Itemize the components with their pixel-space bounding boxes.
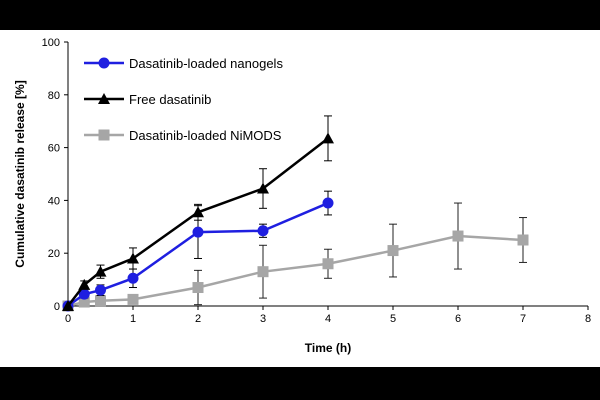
top-black-band	[0, 0, 600, 30]
legend-label: Free dasatinib	[129, 92, 211, 107]
legend-marker	[98, 57, 110, 69]
data-point	[94, 265, 107, 277]
legend-entry-1: Free dasatinib	[84, 92, 211, 107]
x-axis-title: Time (h)	[305, 341, 351, 355]
x-tick-label: 5	[390, 313, 396, 325]
legend-entry-2: Dasatinib-loaded NiMODS	[84, 128, 282, 143]
y-tick-label: 80	[48, 90, 60, 102]
legend-marker	[98, 93, 110, 104]
data-point	[452, 230, 464, 242]
data-point	[192, 206, 204, 218]
bottom-black-band	[0, 367, 600, 400]
data-point	[127, 252, 139, 264]
data-point	[257, 182, 269, 194]
chart-panel: 0 1 2 3 4 5 6 7 8 0 20 40 60 80 100 Dasatinib-loaded n…	[0, 30, 600, 367]
data-point	[387, 245, 399, 257]
x-tick-label: 4	[325, 313, 331, 325]
data-point	[192, 282, 204, 294]
x-tick-label: 8	[585, 313, 591, 325]
x-tick-label: 6	[455, 313, 461, 325]
data-point	[78, 296, 90, 308]
data-point	[95, 295, 106, 307]
data-point	[78, 288, 90, 300]
y-tick-label: 40	[48, 195, 60, 207]
data-point	[322, 197, 334, 209]
series-1	[62, 115, 334, 311]
data-point	[127, 272, 139, 284]
data-point	[257, 225, 269, 237]
legend-marker	[98, 129, 110, 141]
x-tick-label: 1	[130, 313, 136, 325]
x-tick-label: 2	[195, 313, 201, 325]
series-0	[62, 190, 334, 312]
x-tick-label: 3	[260, 313, 266, 325]
data-point	[257, 266, 269, 278]
y-tick-label: 60	[48, 143, 60, 155]
x-tick-label: 7	[520, 313, 526, 325]
y-tick-label: 0	[54, 301, 60, 313]
series-line	[67, 234, 524, 308]
data-point	[322, 258, 334, 270]
data-point	[62, 300, 74, 311]
data-point	[95, 284, 106, 296]
y-tick-label: 20	[48, 248, 60, 260]
y-tick-label: 100	[42, 37, 60, 49]
series-2	[62, 202, 529, 312]
data-point	[192, 226, 204, 238]
data-point	[517, 234, 529, 246]
data-point	[127, 293, 139, 305]
legend: Dasatinib-loaded nanogels Free dasatinib D…	[84, 56, 283, 143]
y-axis-title: Cumulative dasatinib release [%]	[13, 80, 27, 267]
legend-label: Dasatinib-loaded nanogels	[129, 56, 283, 71]
legend-label: Dasatinib-loaded NiMODS	[129, 128, 282, 143]
x-tick-label: 0	[65, 313, 71, 325]
legend-entry-0: Dasatinib-loaded nanogels	[84, 56, 283, 71]
data-point	[322, 132, 334, 144]
series-layer	[62, 115, 529, 312]
data-point	[78, 278, 91, 290]
